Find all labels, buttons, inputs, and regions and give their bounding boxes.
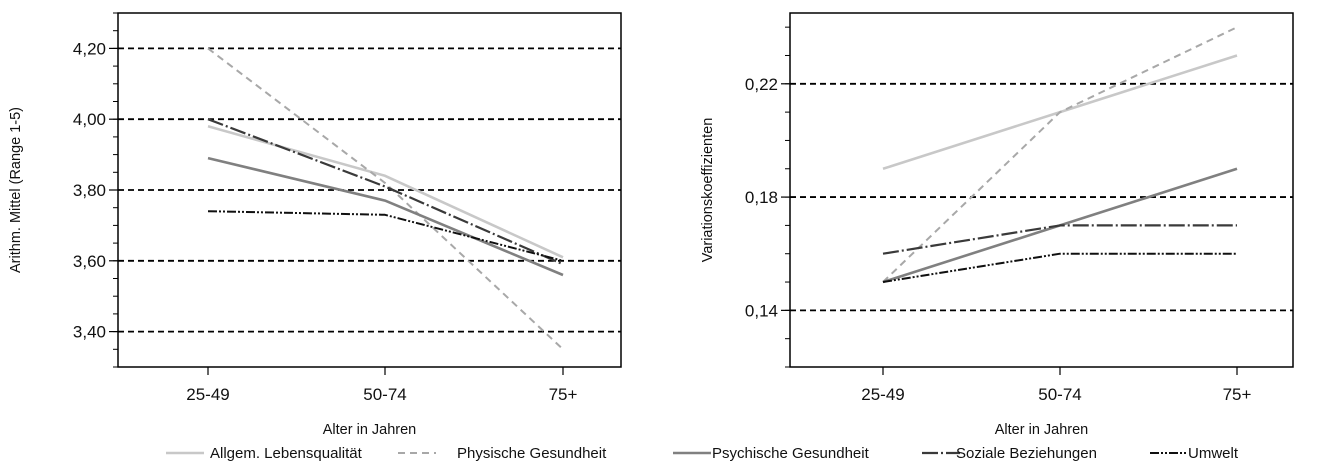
chart-variation-by-age: 0,14 0,18 0,22 25-49 50-74 75+ Alter in Jahren… <box>700 12 1294 438</box>
y-tick-label: 4,00 <box>73 110 106 129</box>
series-line-3 <box>207 118 564 266</box>
series-line-0 <box>207 125 564 259</box>
y-tick-label: 0,18 <box>745 188 778 207</box>
y-axis-title: Variationskoeffizienten <box>700 118 716 263</box>
y-tick-label: 3,40 <box>73 323 106 342</box>
y-axis-title: Arithm. Mittel (Range 1-5) <box>8 107 24 273</box>
legend-entry-3: Soziale Beziehungen <box>956 445 1097 462</box>
x-tick-label: 75+ <box>1223 385 1252 404</box>
x-tick-label: 25-49 <box>186 385 229 404</box>
legend-entry-1: Physische Gesundheit <box>457 445 607 462</box>
x-axis-title: Alter in Jahren <box>323 422 417 438</box>
y-tick-label: 0,14 <box>745 301 778 320</box>
y-tick-label: 3,80 <box>73 181 106 200</box>
chart-mean-by-age: 3,40 3,60 3,80 4,00 4,20 25-49 50-74 75+ Alter i… <box>8 12 622 438</box>
y-tick-label: 0,22 <box>745 75 778 94</box>
series-line-2 <box>207 156 564 277</box>
legend-entry-2: Psychische Gesundheit <box>712 445 870 462</box>
x-tick-label: 50-74 <box>1038 385 1081 404</box>
x-tick-label: 25-49 <box>861 385 904 404</box>
legend-entry-0: Allgem. Lebensqualität <box>210 445 363 462</box>
legend-entry-4: Umwelt <box>1188 445 1239 462</box>
series-line-4 <box>207 210 564 262</box>
x-axis-title: Alter in Jahren <box>995 422 1089 438</box>
x-tick-label: 50-74 <box>363 385 406 404</box>
plot-frame <box>789 12 1294 368</box>
series-line-3 <box>882 224 1237 255</box>
legend: Allgem. Lebensqualität Physische Gesundhe… <box>166 445 1239 462</box>
plot-frame <box>117 12 622 368</box>
series-line-1 <box>882 26 1238 283</box>
series-line-1 <box>207 47 564 351</box>
x-tick-label: 75+ <box>549 385 578 404</box>
y-tick-label: 4,20 <box>73 39 106 58</box>
y-tick-label: 3,60 <box>73 252 106 271</box>
series-line-4 <box>882 252 1237 283</box>
